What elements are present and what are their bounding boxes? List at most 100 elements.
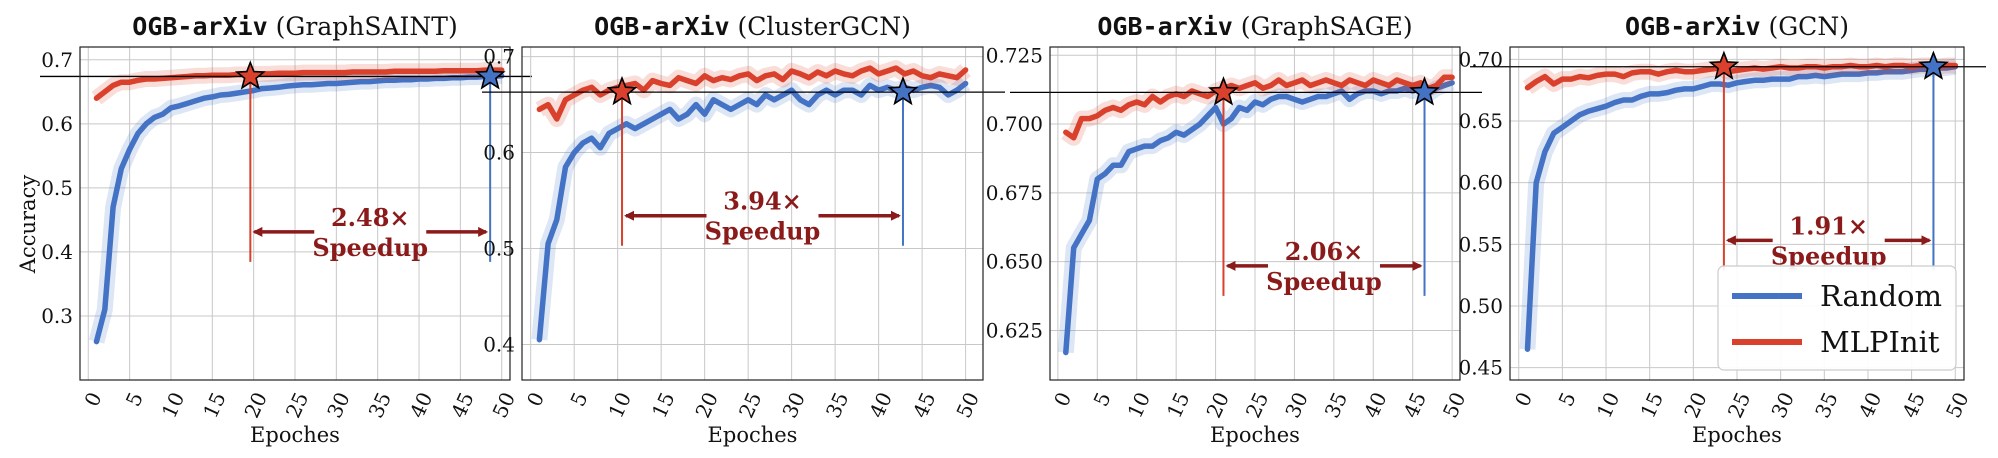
x-tick-label: 50	[488, 388, 521, 421]
y-tick-label: 0.4	[41, 240, 73, 264]
x-tick-label: 45	[1398, 388, 1431, 421]
x-tick-label: 20	[1201, 388, 1234, 421]
x-axis-label: Epoches	[708, 423, 798, 447]
x-tick-label: 35	[363, 388, 396, 421]
x-tick-label: 50	[1941, 388, 1974, 421]
legend: Random MLPInit	[1717, 265, 1957, 371]
y-tick-label: 0.3	[41, 304, 73, 328]
speedup-value: 2.06×	[1285, 237, 1364, 266]
x-tick-label: 20	[690, 388, 723, 421]
chart-panel-3: 0 5 10 15 20 25 30 35 40 45 50 0.625 0.650 0.675 0.700…	[986, 12, 1482, 447]
y-tick-label: 0.7	[41, 48, 73, 72]
series-line-mlpinit	[93, 67, 505, 101]
panel-title: OGB-arXiv (GraphSAGE)	[1097, 12, 1412, 41]
mlpinit-star-marker	[1708, 50, 1740, 80]
random-star-marker	[887, 75, 919, 106]
x-tick-label: 35	[1320, 388, 1353, 421]
mlpinit-star-marker	[606, 75, 638, 106]
series-line-random	[1063, 80, 1455, 356]
x-tick-label: 0	[79, 388, 106, 410]
x-tick-label: 30	[1766, 388, 1799, 421]
random-star-marker	[1409, 76, 1440, 106]
panel-title-dataset: OGB-arXiv	[132, 12, 267, 41]
y-tick-label: 0.55	[1458, 232, 1503, 256]
x-tick-label: 25	[734, 388, 767, 421]
speedup-text: Speedup	[1266, 267, 1382, 296]
x-tick-label: 40	[1854, 388, 1887, 421]
x-tick-label: 10	[157, 388, 190, 421]
x-tick-label: 15	[198, 388, 231, 421]
legend-label-random: Random	[1820, 279, 1942, 313]
random-star-marker	[474, 60, 506, 90]
series-line-random	[1524, 63, 1959, 352]
chart-panel-2: 0 5 10 15 20 25 30 35 40 45 50 0.4 0.5 0.6 0.7 OGB-arXi…	[482, 12, 1005, 447]
x-tick-label: 25	[281, 388, 314, 421]
x-tick-label: 50	[1438, 388, 1471, 421]
panel-title: OGB-arXiv (GCN)	[1625, 12, 1849, 41]
x-tick-label: 40	[405, 388, 438, 421]
x-tick-label: 50	[951, 388, 984, 421]
x-tick-label: 0	[1049, 388, 1076, 410]
x-tick-label: 10	[1123, 388, 1156, 421]
random-star-marker	[1917, 50, 1949, 80]
plot-frame	[521, 46, 984, 381]
speedup-value: 1.91×	[1789, 211, 1868, 240]
mlpinit-star-marker	[1207, 76, 1239, 106]
x-tick-label: 15	[647, 388, 680, 421]
x-tick-label: 35	[821, 388, 854, 421]
y-tick-label: 0.70	[1458, 47, 1503, 71]
y-tick-label: 0.50	[1458, 294, 1503, 318]
x-tick-label: 45	[908, 388, 941, 421]
x-tick-label: 5	[1554, 388, 1581, 410]
speedup-text: Speedup	[705, 217, 821, 246]
series-line-random	[93, 73, 505, 345]
x-tick-label: 40	[1359, 388, 1392, 421]
plot-frame	[1509, 46, 1965, 381]
y-tick-label: 0.65	[1458, 109, 1503, 133]
speedup-value: 2.48×	[331, 203, 410, 232]
x-tick-label: 5	[1088, 388, 1115, 410]
legend-label-mlpinit: MLPInit	[1820, 325, 1940, 359]
plot-frame	[79, 46, 511, 381]
chart-panel-4: 0 5 10 15 20 25 30 35 40 45 50 0.45 0.50 0.55 0.60 0.65…	[1458, 12, 1986, 447]
panel-title-model: (GraphSAGE)	[1233, 12, 1413, 41]
y-tick-label: 0.6	[483, 141, 515, 165]
x-tick-label: 0	[522, 388, 549, 410]
x-tick-label: 5	[121, 388, 148, 410]
x-tick-label: 15	[1635, 388, 1668, 421]
x-tick-label: 5	[565, 388, 592, 410]
x-tick-label: 45	[1897, 388, 1930, 421]
panel-title-dataset: OGB-arXiv	[1097, 12, 1232, 41]
series-line-mlpinit	[1063, 74, 1455, 141]
y-tick-label: 0.60	[1458, 171, 1503, 195]
x-tick-label: 35	[1810, 388, 1843, 421]
x-tick-label: 25	[1723, 388, 1756, 421]
x-tick-label: 10	[603, 388, 636, 421]
x-tick-label: 20	[239, 388, 272, 421]
x-tick-label: 30	[777, 388, 810, 421]
y-tick-label: 0.7	[483, 45, 515, 69]
panel-title-model: (GCN)	[1761, 12, 1849, 41]
x-axis-label: Epoches	[1210, 423, 1300, 447]
y-tick-label: 0.5	[483, 237, 515, 261]
y-tick-label: 0.4	[483, 332, 515, 356]
x-tick-label: 25	[1241, 388, 1274, 421]
speedup-text: Speedup	[312, 233, 428, 262]
y-tick-label: 0.45	[1458, 356, 1503, 380]
panel-title-model: (GraphSAINT)	[268, 12, 458, 41]
y-tick-label: 0.700	[986, 112, 1043, 136]
y-tick-label: 0.650	[986, 250, 1043, 274]
x-tick-label: 10	[1592, 388, 1625, 421]
panel-title-model: (ClusterGCN)	[730, 12, 911, 41]
x-tick-label: 45	[446, 388, 479, 421]
series-band-random	[1057, 75, 1455, 354]
y-tick-label: 0.625	[986, 318, 1043, 342]
x-axis-label: Epoches	[250, 423, 340, 447]
x-tick-label: 30	[322, 388, 355, 421]
y-axis-label: Accuracy	[16, 175, 40, 275]
y-tick-label: 0.6	[41, 112, 73, 136]
panel-title-dataset: OGB-arXiv	[1625, 12, 1760, 41]
plot-frame	[1049, 46, 1461, 381]
chart-panels: 0 5 10 15 20 25 30 35 40 45 500.30.40.50.60.7OGB-a…	[40, 12, 1986, 447]
chart-panel-1: 0 5 10 15 20 25 30 35 40 45 500.30.40.50.60.7OGB-a…	[40, 12, 532, 447]
